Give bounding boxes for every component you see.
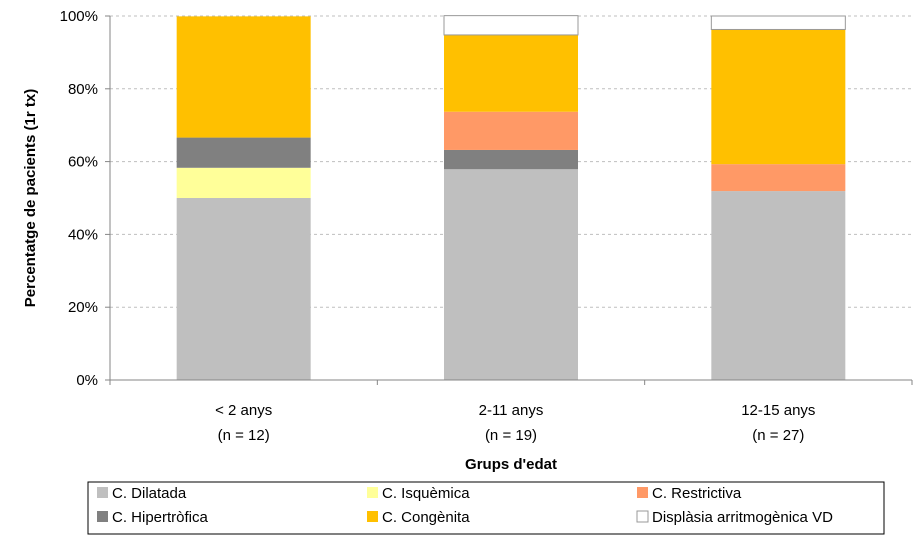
legend-swatch <box>637 487 648 498</box>
x-tick-sublabel: (n = 12) <box>218 427 270 444</box>
bar-segment <box>444 34 578 112</box>
bar-segment <box>710 15 846 30</box>
bar-segment <box>443 15 579 36</box>
x-tick-sublabel: (n = 19) <box>485 427 537 444</box>
legend-swatch <box>367 487 378 498</box>
x-tick-sublabel: (n = 27) <box>752 427 804 444</box>
legend-label: C. Dilatada <box>112 485 187 502</box>
bar-segment <box>711 191 846 380</box>
legend: C. Dilatada C. Isquèmica C. Restrictiva C. … <box>87 481 885 535</box>
legend-label: C. Hipertròfica <box>112 509 209 526</box>
y-tick-label: 60% <box>68 154 98 171</box>
bar-segment <box>176 137 311 168</box>
legend-swatch <box>97 511 108 522</box>
bar-segment <box>444 149 578 170</box>
y-tick-label: 0% <box>76 372 98 389</box>
y-tick-label: 20% <box>68 299 98 316</box>
legend-label: C. Congènita <box>382 509 470 526</box>
x-tick-label: < 2 anys <box>215 402 272 419</box>
legend-swatch <box>97 487 108 498</box>
x-tick-label: 2-11 anys <box>479 402 544 419</box>
legend-label: C. Isquèmica <box>382 485 470 502</box>
bar-segment <box>444 111 578 150</box>
bar-segment <box>711 164 846 192</box>
legend-frame <box>87 481 885 535</box>
bar-segment <box>176 16 311 138</box>
y-axis-title: Percentatge de pacients (1r tx) <box>22 89 39 307</box>
x-tick-label: 12-15 anys <box>741 402 815 419</box>
x-axis-title: Grups d'edat <box>465 456 557 473</box>
y-tick-label: 80% <box>68 81 98 98</box>
axes <box>105 15 913 385</box>
legend-label: Displàsia arritmogènica VD <box>652 509 833 526</box>
bar-segment <box>444 169 578 380</box>
bar-segment <box>176 167 311 198</box>
legend-label: C. Restrictiva <box>652 485 742 502</box>
legend-swatch <box>636 510 649 523</box>
legend-swatch <box>367 511 378 522</box>
bar-segment <box>711 29 846 165</box>
bars <box>176 15 846 380</box>
bar-segment <box>176 198 311 380</box>
y-tick-label: 40% <box>68 226 98 243</box>
tick-labels: 0% 20% 40% 60% 80% 100% < 2 anys (n = 12) 2-11 a… <box>60 8 816 444</box>
y-tick-label: 100% <box>60 8 98 25</box>
